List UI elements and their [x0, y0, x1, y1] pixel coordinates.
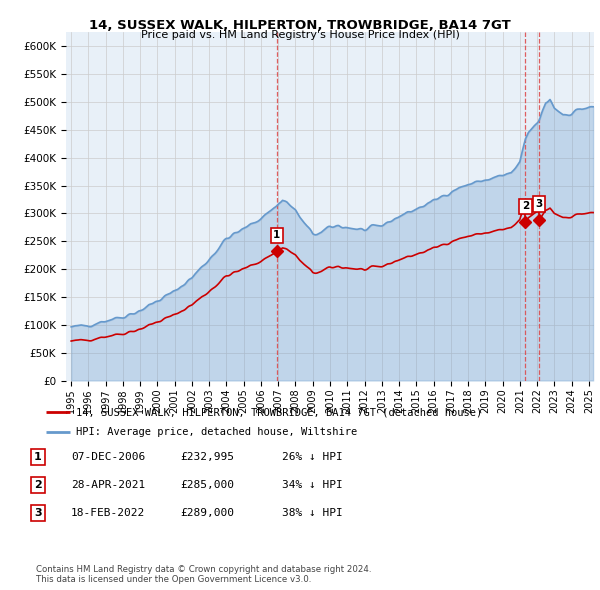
Text: Price paid vs. HM Land Registry's House Price Index (HPI): Price paid vs. HM Land Registry's House …: [140, 30, 460, 40]
Text: 2: 2: [34, 480, 41, 490]
Text: 14, SUSSEX WALK, HILPERTON, TROWBRIDGE, BA14 7GT (detached house): 14, SUSSEX WALK, HILPERTON, TROWBRIDGE, …: [76, 407, 482, 417]
Text: £285,000: £285,000: [180, 480, 234, 490]
Text: Contains HM Land Registry data © Crown copyright and database right 2024.
This d: Contains HM Land Registry data © Crown c…: [36, 565, 371, 584]
Text: 26% ↓ HPI: 26% ↓ HPI: [282, 453, 343, 462]
Text: 2: 2: [522, 201, 529, 211]
Text: £289,000: £289,000: [180, 509, 234, 518]
Text: 3: 3: [34, 509, 41, 518]
Text: 18-FEB-2022: 18-FEB-2022: [71, 509, 145, 518]
Text: 28-APR-2021: 28-APR-2021: [71, 480, 145, 490]
Text: 14, SUSSEX WALK, HILPERTON, TROWBRIDGE, BA14 7GT: 14, SUSSEX WALK, HILPERTON, TROWBRIDGE, …: [89, 19, 511, 32]
Text: 1: 1: [34, 453, 41, 462]
Text: 07-DEC-2006: 07-DEC-2006: [71, 453, 145, 462]
Text: 3: 3: [536, 199, 543, 209]
Text: 38% ↓ HPI: 38% ↓ HPI: [282, 509, 343, 518]
Text: £232,995: £232,995: [180, 453, 234, 462]
Text: HPI: Average price, detached house, Wiltshire: HPI: Average price, detached house, Wilt…: [76, 427, 357, 437]
Text: 1: 1: [273, 230, 280, 240]
Text: 34% ↓ HPI: 34% ↓ HPI: [282, 480, 343, 490]
